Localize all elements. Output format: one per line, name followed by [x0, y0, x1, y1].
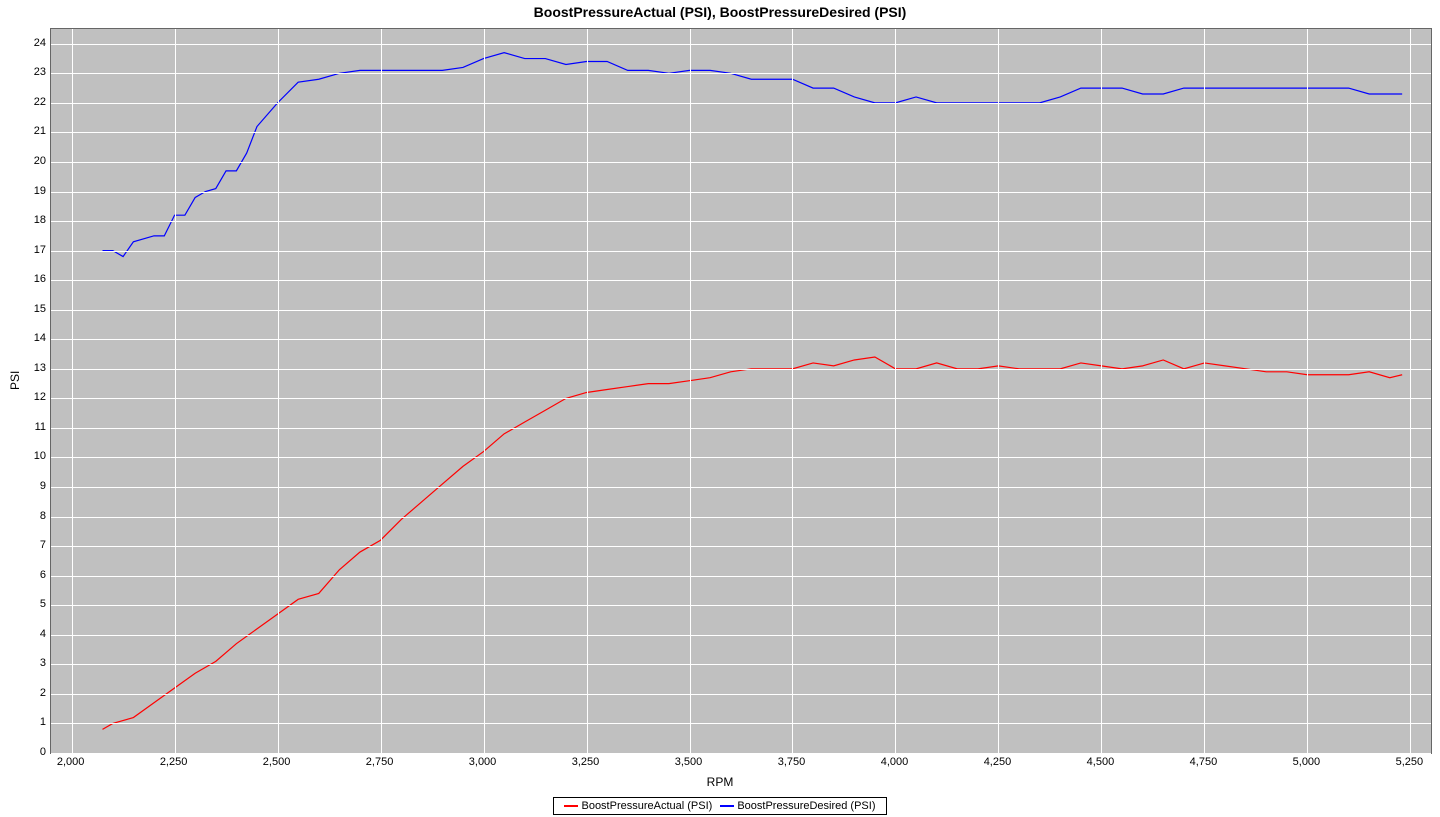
y-tick-label: 7 — [6, 539, 46, 551]
grid-line-vertical — [381, 29, 382, 753]
legend-swatch — [720, 805, 734, 807]
grid-line-horizontal — [51, 605, 1431, 606]
series-line-0 — [102, 357, 1402, 729]
y-tick-label: 9 — [6, 480, 46, 492]
grid-line-horizontal — [51, 192, 1431, 193]
y-tick-label: 6 — [6, 569, 46, 581]
legend-container: BoostPressureActual (PSI) BoostPressureDe… — [0, 796, 1440, 815]
x-tick-label: 2,250 — [160, 756, 188, 768]
grid-line-vertical — [792, 29, 793, 753]
y-tick-label: 14 — [6, 332, 46, 344]
grid-line-horizontal — [51, 576, 1431, 577]
x-tick-label: 5,250 — [1396, 756, 1424, 768]
plot-area — [50, 28, 1432, 754]
y-tick-label: 16 — [6, 273, 46, 285]
series-line-1 — [102, 53, 1402, 257]
y-tick-label: 11 — [6, 421, 46, 433]
x-tick-label: 4,250 — [984, 756, 1012, 768]
y-tick-label: 12 — [6, 391, 46, 403]
y-tick-label: 8 — [6, 510, 46, 522]
grid-line-vertical — [1410, 29, 1411, 753]
grid-line-horizontal — [51, 44, 1431, 45]
grid-line-horizontal — [51, 132, 1431, 133]
grid-line-horizontal — [51, 221, 1431, 222]
legend-swatch — [564, 805, 578, 807]
x-tick-label: 4,750 — [1190, 756, 1218, 768]
grid-line-vertical — [587, 29, 588, 753]
x-axis-label: RPM — [0, 775, 1440, 789]
grid-line-horizontal — [51, 694, 1431, 695]
x-tick-label: 3,750 — [778, 756, 806, 768]
grid-line-horizontal — [51, 73, 1431, 74]
y-tick-label: 13 — [6, 362, 46, 374]
grid-line-vertical — [690, 29, 691, 753]
x-tick-label: 2,500 — [263, 756, 291, 768]
legend-box: BoostPressureActual (PSI) BoostPressureDe… — [553, 797, 886, 815]
y-tick-label: 17 — [6, 244, 46, 256]
y-tick-label: 0 — [6, 746, 46, 758]
y-tick-label: 22 — [6, 96, 46, 108]
grid-line-horizontal — [51, 398, 1431, 399]
y-tick-label: 23 — [6, 66, 46, 78]
x-tick-label: 2,000 — [57, 756, 85, 768]
grid-line-horizontal — [51, 723, 1431, 724]
grid-line-vertical — [484, 29, 485, 753]
y-tick-label: 1 — [6, 716, 46, 728]
y-tick-label: 21 — [6, 125, 46, 137]
chart-svg — [51, 29, 1431, 753]
grid-line-horizontal — [51, 280, 1431, 281]
grid-line-vertical — [998, 29, 999, 753]
legend-label: BoostPressureActual (PSI) — [581, 800, 712, 812]
y-tick-label: 18 — [6, 214, 46, 226]
grid-line-horizontal — [51, 664, 1431, 665]
y-tick-label: 19 — [6, 185, 46, 197]
grid-line-horizontal — [51, 517, 1431, 518]
x-tick-label: 2,750 — [366, 756, 394, 768]
x-tick-label: 4,500 — [1087, 756, 1115, 768]
grid-line-horizontal — [51, 457, 1431, 458]
grid-line-vertical — [1307, 29, 1308, 753]
grid-line-horizontal — [51, 546, 1431, 547]
grid-line-horizontal — [51, 310, 1431, 311]
y-tick-label: 15 — [6, 303, 46, 315]
y-tick-label: 10 — [6, 450, 46, 462]
x-tick-label: 3,250 — [572, 756, 600, 768]
grid-line-horizontal — [51, 369, 1431, 370]
grid-line-horizontal — [51, 103, 1431, 104]
grid-line-vertical — [175, 29, 176, 753]
grid-line-vertical — [895, 29, 896, 753]
grid-line-horizontal — [51, 251, 1431, 252]
x-tick-label: 3,500 — [675, 756, 703, 768]
grid-line-horizontal — [51, 339, 1431, 340]
y-tick-label: 24 — [6, 37, 46, 49]
grid-line-vertical — [1101, 29, 1102, 753]
chart-title: BoostPressureActual (PSI), BoostPressure… — [0, 4, 1440, 20]
grid-line-vertical — [1204, 29, 1205, 753]
legend-label: BoostPressureDesired (PSI) — [737, 800, 875, 812]
grid-line-vertical — [278, 29, 279, 753]
legend-item-1: BoostPressureDesired (PSI) — [720, 800, 875, 812]
y-tick-label: 20 — [6, 155, 46, 167]
grid-line-horizontal — [51, 753, 1431, 754]
x-tick-label: 4,000 — [881, 756, 909, 768]
legend-item-0: BoostPressureActual (PSI) — [564, 800, 712, 812]
x-tick-label: 3,000 — [469, 756, 497, 768]
grid-line-horizontal — [51, 428, 1431, 429]
grid-line-horizontal — [51, 635, 1431, 636]
grid-line-vertical — [72, 29, 73, 753]
grid-line-horizontal — [51, 487, 1431, 488]
x-tick-label: 5,000 — [1293, 756, 1321, 768]
y-tick-label: 2 — [6, 687, 46, 699]
y-tick-label: 4 — [6, 628, 46, 640]
y-tick-label: 3 — [6, 657, 46, 669]
y-tick-label: 5 — [6, 598, 46, 610]
grid-line-horizontal — [51, 162, 1431, 163]
